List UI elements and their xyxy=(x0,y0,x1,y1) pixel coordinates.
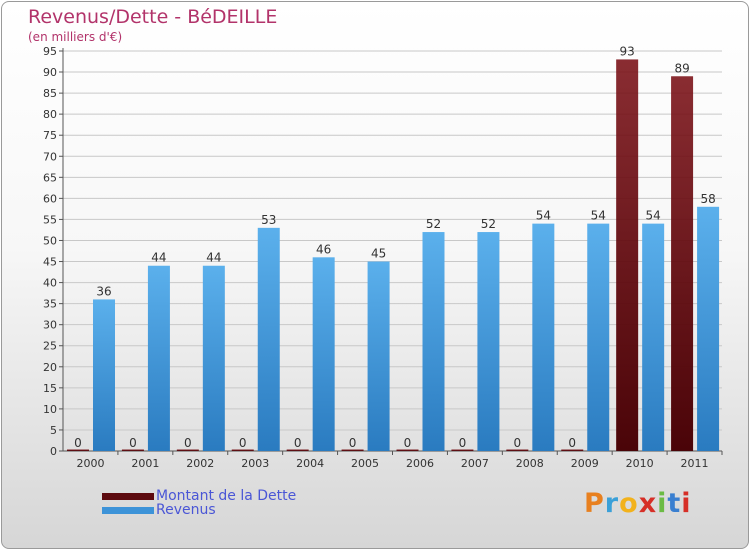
data-label-debt: 0 xyxy=(74,436,82,450)
x-tick-label: 2008 xyxy=(516,457,544,470)
bar-debt xyxy=(396,449,419,451)
x-tick-label: 2011 xyxy=(681,457,709,470)
legend-swatch-revenue xyxy=(102,506,154,514)
data-label-revenue: 44 xyxy=(151,251,166,265)
x-tick-label: 2004 xyxy=(296,457,324,470)
data-label-revenue: 36 xyxy=(96,284,111,298)
y-tick-label: 85 xyxy=(43,87,57,100)
data-label-debt: 0 xyxy=(294,436,302,450)
y-tick-label: 55 xyxy=(43,213,57,226)
bar-debt xyxy=(231,449,254,451)
bar-revenue xyxy=(477,232,500,451)
legend-swatch-debt xyxy=(102,492,154,500)
bar-revenue xyxy=(202,265,225,451)
data-label-revenue: 53 xyxy=(261,213,276,227)
y-tick-label: 35 xyxy=(43,298,57,311)
bar-debt xyxy=(506,449,529,451)
proxiti-logo: Proxiti xyxy=(584,488,692,519)
y-tick-label: 20 xyxy=(43,361,57,374)
bar-debt xyxy=(176,449,199,451)
x-tick-label: 2006 xyxy=(406,457,434,470)
bar-debt xyxy=(451,449,474,451)
bar-revenue xyxy=(587,223,610,451)
data-label-revenue: 54 xyxy=(536,209,551,223)
data-label-debt: 93 xyxy=(620,44,635,58)
legend-item-debt: Montant de la Dette xyxy=(102,488,296,504)
logo-letter: i xyxy=(657,488,668,519)
y-tick-label: 70 xyxy=(43,150,57,163)
chart-title: Revenus/Dette - BéDEILLE xyxy=(28,6,278,28)
bar-revenue xyxy=(147,265,170,451)
data-label-revenue: 54 xyxy=(591,209,606,223)
x-tick-label: 2000 xyxy=(76,457,104,470)
y-tick-label: 50 xyxy=(43,234,57,247)
y-tick-label: 40 xyxy=(43,277,57,290)
y-tick-label: 60 xyxy=(43,192,57,205)
bar-debt xyxy=(341,449,364,451)
data-label-debt: 0 xyxy=(459,436,467,450)
bar-revenue xyxy=(532,223,555,451)
data-label-debt: 0 xyxy=(404,436,412,450)
logo-letter: x xyxy=(638,488,658,519)
legend-item-revenue: Revenus xyxy=(102,502,216,518)
data-label-revenue: 54 xyxy=(646,209,661,223)
bar-debt xyxy=(671,76,694,452)
data-label-debt: 0 xyxy=(514,436,522,450)
bar-debt xyxy=(121,449,144,451)
x-tick-label: 2009 xyxy=(571,457,599,470)
chart-subtitle: (en milliers d'€) xyxy=(28,30,123,44)
logo-letter: i xyxy=(681,488,692,519)
data-label-revenue: 46 xyxy=(316,242,331,256)
y-tick-label: 75 xyxy=(43,129,57,142)
x-tick-label: 2001 xyxy=(131,457,159,470)
bar-revenue xyxy=(642,223,665,451)
bar-revenue xyxy=(367,261,390,451)
y-tick-label: 95 xyxy=(43,45,57,58)
bar-revenue xyxy=(312,257,335,451)
bar-revenue xyxy=(697,206,720,451)
y-tick-label: 30 xyxy=(43,319,57,332)
data-label-revenue: 52 xyxy=(481,217,496,231)
x-tick-label: 2005 xyxy=(351,457,379,470)
x-tick-label: 2002 xyxy=(186,457,214,470)
y-tick-label: 15 xyxy=(43,382,57,395)
legend-label-debt: Montant de la Dette xyxy=(156,488,297,504)
y-tick-label: 45 xyxy=(43,256,57,269)
bar-revenue xyxy=(257,227,280,451)
y-tick-label: 5 xyxy=(50,424,57,437)
y-tick-label: 0 xyxy=(50,445,57,458)
data-label-debt: 0 xyxy=(568,436,576,450)
y-tick-label: 80 xyxy=(43,108,57,121)
bar-debt xyxy=(286,449,309,451)
y-tick-label: 25 xyxy=(43,340,57,353)
bar-revenue xyxy=(422,232,445,451)
legend-label-revenue: Revenus xyxy=(156,502,216,518)
bar-debt xyxy=(561,449,584,451)
data-label-debt: 89 xyxy=(674,61,689,75)
x-tick-label: 2003 xyxy=(241,457,269,470)
bar-revenue xyxy=(93,299,115,451)
logo-letter: r xyxy=(604,488,620,519)
logo-letter: o xyxy=(619,488,639,519)
data-label-debt: 0 xyxy=(239,436,247,450)
data-label-revenue: 52 xyxy=(426,217,441,231)
data-label-revenue: 58 xyxy=(700,192,715,206)
bar-debt xyxy=(616,59,639,451)
bar-debt xyxy=(67,449,89,451)
y-tick-label: 65 xyxy=(43,171,57,184)
logo-letter: t xyxy=(667,488,682,519)
data-label-debt: 0 xyxy=(184,436,192,450)
data-label-revenue: 44 xyxy=(206,251,221,265)
data-label-revenue: 45 xyxy=(371,247,386,261)
data-label-debt: 0 xyxy=(129,436,137,450)
data-label-debt: 0 xyxy=(349,436,357,450)
y-tick-label: 10 xyxy=(43,403,57,416)
x-tick-label: 2010 xyxy=(626,457,654,470)
logo-letter: P xyxy=(584,488,605,519)
y-tick-label: 90 xyxy=(43,66,57,79)
x-tick-label: 2007 xyxy=(461,457,489,470)
